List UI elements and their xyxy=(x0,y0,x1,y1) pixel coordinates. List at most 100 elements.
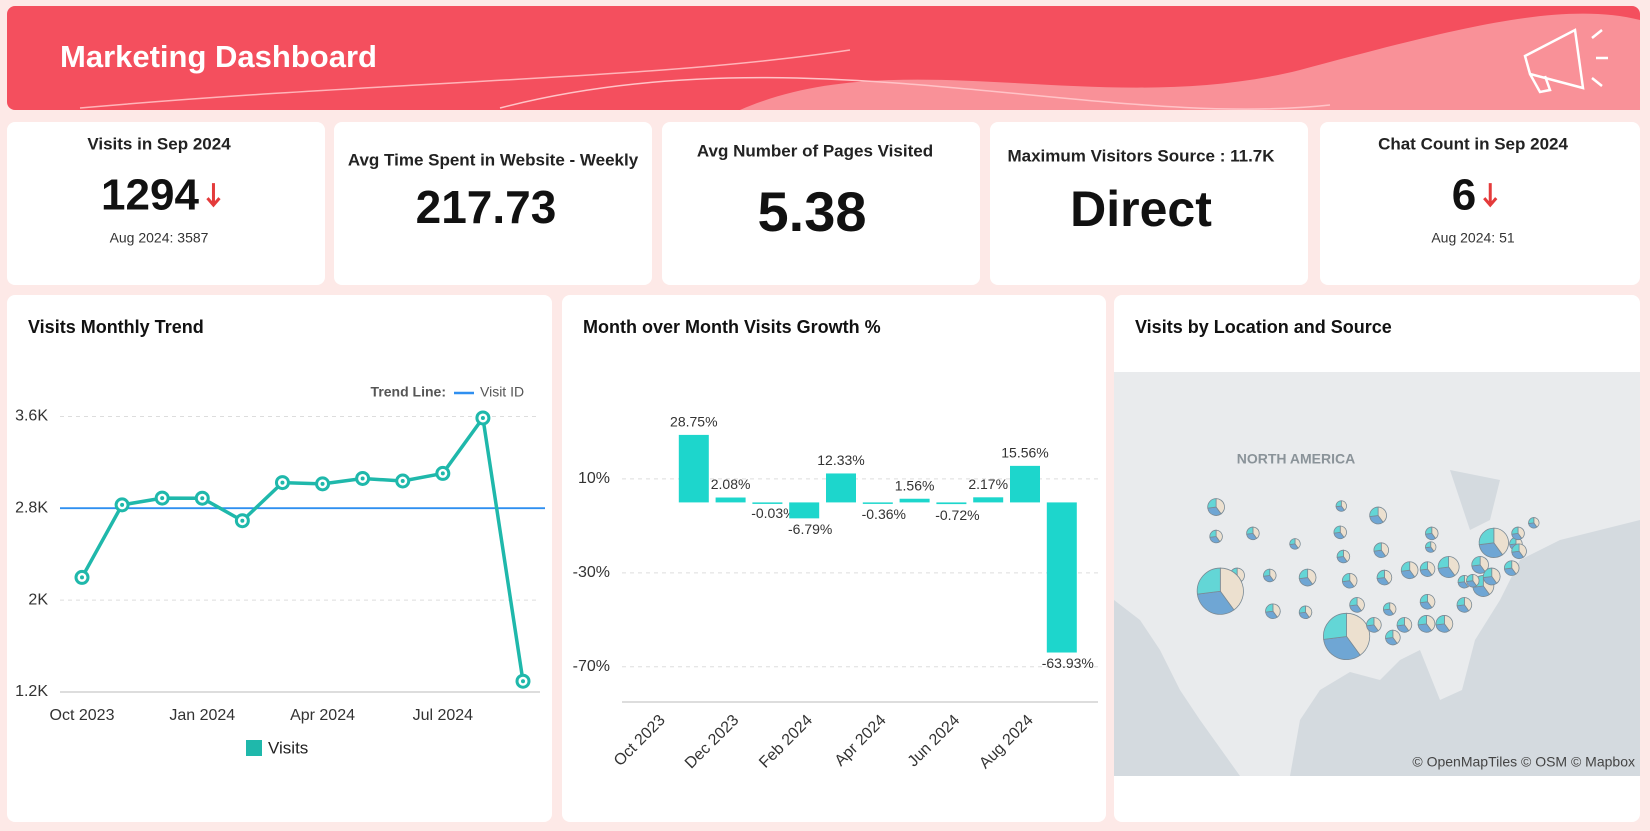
map-marker-slice xyxy=(1437,566,1456,578)
map-marker-slice xyxy=(1511,543,1520,553)
data-label: -0.36% xyxy=(862,506,906,522)
megaphone-icon xyxy=(1523,28,1608,94)
data-point-dot xyxy=(440,471,445,476)
bar xyxy=(973,497,1004,503)
map-marker-slice xyxy=(1323,612,1347,640)
bar xyxy=(826,473,856,503)
map-marker-slice xyxy=(1219,567,1244,611)
y-tick-label: 1.2K xyxy=(15,683,48,700)
kpi-label: Chat Count in Sep 2024 xyxy=(1378,134,1568,153)
bar xyxy=(678,434,709,503)
map-marker-slice xyxy=(1456,597,1465,607)
data-point-dot xyxy=(400,478,405,483)
down-arrow xyxy=(1483,183,1498,208)
map-attribution: © OpenMapTiles © OSM © Mapbox xyxy=(1412,754,1635,770)
header-curve xyxy=(79,49,851,109)
region-label: NORTH AMERICA xyxy=(1237,451,1355,467)
y-tick-label: -30% xyxy=(573,564,610,581)
panel xyxy=(562,295,1106,822)
header-wave xyxy=(740,13,1640,111)
map-marker-slice xyxy=(1307,568,1317,585)
data-point-dot xyxy=(280,480,285,485)
data-label: 12.33% xyxy=(817,452,864,468)
panel xyxy=(7,295,552,822)
data-label: 2.08% xyxy=(711,476,751,492)
map-marker-slice xyxy=(1383,602,1391,611)
data-point-dot xyxy=(160,496,165,501)
map-land xyxy=(1114,372,1640,776)
map-marker-slice xyxy=(1491,567,1501,584)
panel-title: Month over Month Visits Growth % xyxy=(583,317,881,337)
data-point-dot xyxy=(200,496,205,501)
y-tick-label: 2.8K xyxy=(15,500,48,517)
kpi-card xyxy=(662,122,980,285)
map-marker-slice xyxy=(1528,517,1535,524)
map-marker-slice xyxy=(1471,556,1481,567)
map-marker-slice xyxy=(1417,615,1427,626)
map-marker-slice xyxy=(1493,527,1509,556)
x-tick-label: Oct 2023 xyxy=(50,707,115,724)
map-marker-slice xyxy=(1444,615,1454,632)
data-label: -6.79% xyxy=(788,521,832,537)
panel-title: Visits Monthly Trend xyxy=(28,317,204,337)
map-marker-slice xyxy=(1298,605,1306,614)
map-marker-slice xyxy=(1342,572,1351,583)
x-tick-label: Jan 2024 xyxy=(169,707,235,724)
map-marker-slice xyxy=(1209,529,1217,538)
bar xyxy=(715,497,746,503)
trend-legend-name: Visit ID xyxy=(480,384,524,400)
map-marker-slice xyxy=(1504,560,1513,570)
map-marker-slice xyxy=(1215,498,1225,515)
bar xyxy=(752,502,783,504)
map-marker-slice xyxy=(1435,615,1445,626)
bar xyxy=(789,502,820,519)
legend-swatch xyxy=(246,740,262,756)
down-arrow xyxy=(206,183,221,208)
kpi-value: 217.73 xyxy=(416,181,557,233)
map-marker-slice xyxy=(1466,573,1474,582)
data-point-dot xyxy=(521,679,525,684)
kpi-value: 1294 xyxy=(101,171,199,220)
map: NORTH AMERICA © OpenMapTiles © OSM © Map… xyxy=(1114,372,1640,776)
map-marker-slice xyxy=(1396,617,1405,627)
data-point-dot xyxy=(120,502,125,507)
bar xyxy=(862,502,893,504)
dashboard-title: Marketing Dashboard xyxy=(60,39,377,74)
map-marker-slice xyxy=(1289,538,1296,545)
map-marker-slice xyxy=(1373,542,1382,552)
kpi-label: Visits in Sep 2024 xyxy=(87,134,231,153)
kpi-card xyxy=(7,122,325,285)
map-marker-slice xyxy=(1196,567,1221,595)
bar xyxy=(1046,502,1077,653)
map-marker-slice xyxy=(1246,526,1254,535)
y-tick-label: 3.6K xyxy=(15,408,48,425)
map-marker-slice xyxy=(1478,542,1504,558)
map-marker-slice xyxy=(1425,541,1432,549)
kpi-card xyxy=(334,122,652,285)
data-label: 28.75% xyxy=(670,414,717,430)
map-marker-slice xyxy=(1419,593,1428,604)
data-point-dot xyxy=(240,518,245,523)
kpi-card xyxy=(990,122,1308,285)
data-point-dot xyxy=(480,415,485,420)
map-marker-slice xyxy=(1400,561,1411,572)
data-point-dot xyxy=(360,476,365,481)
kpi-value: 5.38 xyxy=(758,180,867,243)
bar xyxy=(899,498,930,503)
map-marker-slice xyxy=(1366,617,1375,627)
data-label: -0.72% xyxy=(935,507,979,523)
data-label: 15.56% xyxy=(1001,445,1048,461)
x-tick-label: Apr 2024 xyxy=(290,707,355,724)
y-tick-label: 10% xyxy=(578,470,610,487)
kpi-compare: Aug 2024: 51 xyxy=(1431,230,1515,246)
map-marker-slice xyxy=(1207,498,1217,509)
map-marker-slice xyxy=(1349,597,1358,607)
x-tick-label: Jul 2024 xyxy=(413,707,474,724)
map-marker-slice xyxy=(1376,569,1385,579)
data-label: 1.56% xyxy=(895,477,935,493)
map-marker-slice xyxy=(1377,506,1387,523)
map-marker-slice xyxy=(1419,561,1428,571)
y-tick-label: 2K xyxy=(28,591,48,608)
map-marker-slice xyxy=(1298,568,1309,580)
